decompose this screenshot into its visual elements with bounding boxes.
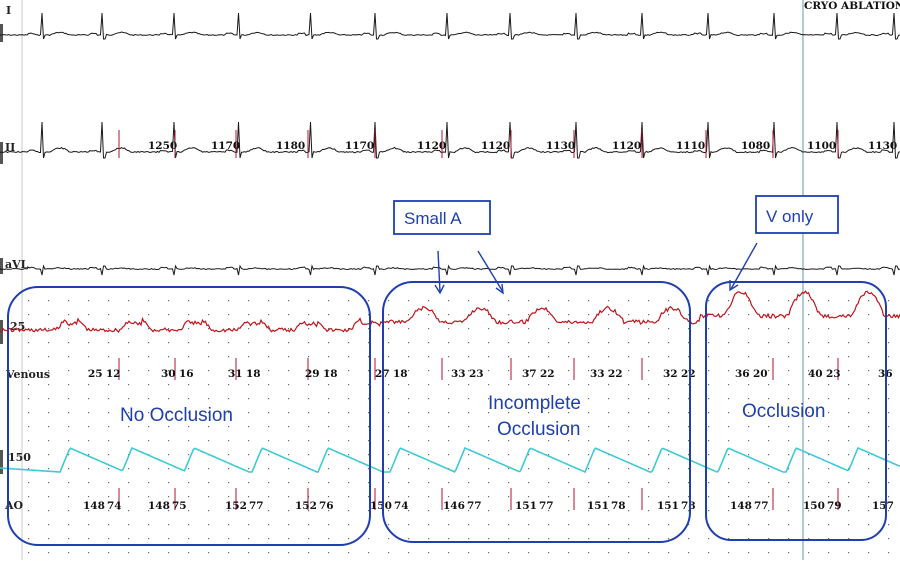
venous-value-b: 12 — [106, 368, 121, 380]
venous-label: Venous — [5, 368, 50, 381]
dot-grid — [28, 300, 890, 554]
ao-value-b: 78 — [681, 500, 696, 512]
ao-value-a: 150 — [803, 500, 825, 512]
small-a-arrow-1 — [437, 250, 441, 293]
no-occlusion-text: No Occlusion — [120, 405, 233, 426]
v-only-arrowhead — [729, 280, 739, 292]
small-a-text: Small A — [404, 209, 462, 228]
ao-value-a: 146 — [443, 500, 465, 512]
occlusion-box — [705, 281, 887, 541]
ao-value-a: 148 — [148, 500, 170, 512]
venous-trace — [0, 290, 900, 333]
v-only-arrow — [730, 242, 758, 290]
venous-value-a: 30 — [161, 368, 176, 380]
ao-value-a: 148 — [730, 500, 752, 512]
lead1-bar — [0, 24, 3, 42]
no-occlusion-box — [7, 286, 371, 546]
ao-value-a: 151 — [515, 500, 537, 512]
v-only-callout — [755, 195, 839, 234]
avl-trace — [0, 264, 900, 276]
ao-value-a: 157 — [872, 500, 894, 512]
ao-bar — [0, 450, 3, 474]
ao-value-b: 74 — [107, 500, 122, 512]
ao-label: AO — [4, 499, 24, 512]
venous-value-a: 31 — [228, 368, 243, 380]
rr-interval-label: 1170 — [211, 140, 240, 152]
ao-value-b: 77 — [754, 500, 769, 512]
rr-interval-label: 1110 — [676, 140, 705, 152]
venous-value-b: 23 — [469, 368, 484, 380]
small-a-arrowhead-2 — [495, 283, 504, 295]
rr-interval-label: 1130 — [868, 140, 897, 152]
callout-arrows — [434, 242, 758, 295]
small-a-arrow-2 — [477, 250, 504, 293]
cryo-ablation-label: CRYO ABLATION — [804, 0, 900, 12]
ao-trace — [0, 446, 900, 474]
ao-value-b: 77 — [249, 500, 264, 512]
rr-interval-label: 1100 — [807, 140, 836, 152]
incomplete-occlusion-box — [382, 281, 691, 543]
lead1-label: I — [6, 4, 11, 17]
venous-value-a: 29 — [305, 368, 320, 380]
avl-bar — [0, 258, 3, 274]
venous-value-a: 40 — [808, 368, 823, 380]
venous-value-a: 36 — [735, 368, 750, 380]
venous-value-b: 18 — [246, 368, 261, 380]
ao-value-a: 151 — [657, 500, 679, 512]
ao-value-a: 151 — [587, 500, 609, 512]
ao-value-b: 77 — [467, 500, 482, 512]
venous-value-b: 18 — [323, 368, 338, 380]
venous-value-b: 20 — [753, 368, 768, 380]
ao-value-b: 77 — [539, 500, 554, 512]
venous-value-a: 33 — [590, 368, 605, 380]
ao-value-b: 75 — [172, 500, 187, 512]
measurement-labels: 1250 1170 1180 1170 1120 1120 1130 1120 1110 1080… — [83, 140, 897, 512]
venous-value-a: 25 — [88, 368, 103, 380]
ao-value-a: 152 — [225, 500, 247, 512]
ao-value-b: 74 — [394, 500, 409, 512]
venous-value-a: 32 — [663, 368, 678, 380]
lead2-trace — [0, 121, 900, 159]
rr-interval-label: 1120 — [417, 140, 446, 152]
rr-interval-label: 1170 — [345, 140, 374, 152]
ao-value-a: 152 — [295, 500, 317, 512]
incomplete-occlusion-text-1: Incomplete — [488, 393, 581, 414]
venous-value-a: 37 — [522, 368, 537, 380]
ao-value-b: 78 — [611, 500, 626, 512]
small-a-callout — [393, 200, 491, 235]
ao-value-a: 150 — [370, 500, 392, 512]
ao-value-b: 76 — [319, 500, 334, 512]
ao-scale: 150 — [8, 451, 31, 464]
rr-interval-label: 1250 — [148, 140, 177, 152]
ao-value-a: 148 — [83, 500, 105, 512]
ao-value-b: 79 — [827, 500, 842, 512]
venous-value-b: 22 — [608, 368, 623, 380]
rr-interval-label: 1130 — [546, 140, 575, 152]
venous-value-b: 22 — [681, 368, 696, 380]
venous-value-b: 22 — [540, 368, 555, 380]
rr-interval-label: 1120 — [481, 140, 510, 152]
beat-ticks — [118, 130, 839, 510]
occlusion-text: Occlusion — [742, 401, 825, 422]
v-only-text: V only — [766, 207, 814, 226]
venous-value-b: 16 — [179, 368, 194, 380]
grid-dots — [28, 300, 890, 554]
venous-value-a: 33 — [451, 368, 466, 380]
incomplete-occlusion-text-2: Occlusion — [497, 419, 580, 440]
lead2-label: II — [5, 141, 15, 154]
avl-label: aVL — [5, 258, 29, 271]
lead1-trace — [0, 12, 900, 40]
small-a-arrowhead-1 — [434, 284, 445, 295]
rr-interval-label: 1080 — [741, 140, 770, 152]
rr-interval-label: 1120 — [612, 140, 641, 152]
venous-value-b: 18 — [393, 368, 408, 380]
rr-interval-label: 1180 — [276, 140, 305, 152]
lead2-bar — [0, 142, 3, 164]
venous-value-b: 23 — [826, 368, 841, 380]
